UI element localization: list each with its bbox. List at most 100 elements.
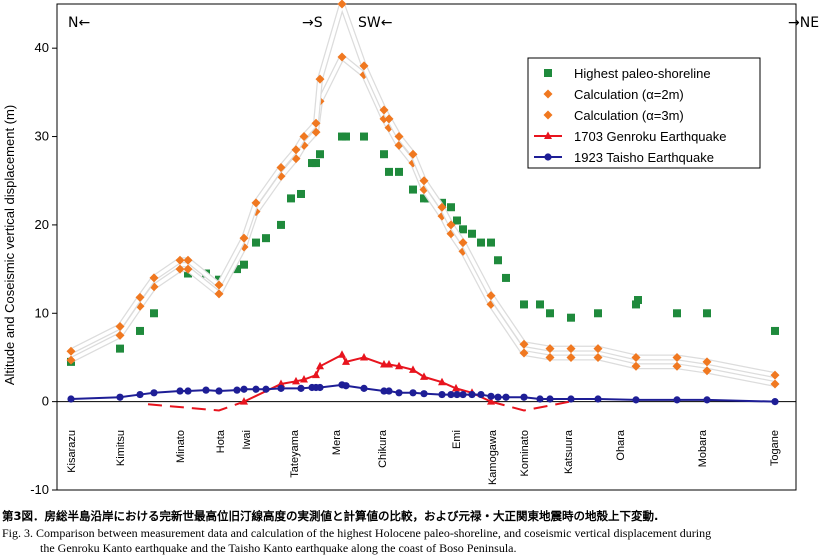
data-point	[337, 52, 347, 62]
data-point	[452, 383, 460, 392]
plot-border	[56, 3, 797, 491]
data-point	[673, 309, 681, 318]
data-point	[702, 366, 712, 376]
location-label: Emi	[451, 430, 463, 449]
data-point	[771, 326, 779, 335]
location-label: Ohara	[615, 429, 627, 460]
data-point	[252, 385, 260, 393]
data-point	[299, 132, 309, 142]
data-point	[593, 344, 603, 354]
data-point	[771, 398, 779, 406]
data-point	[672, 352, 682, 362]
data-point	[116, 393, 124, 401]
data-point	[337, 0, 347, 9]
data-point	[395, 361, 403, 370]
location-labels: Kisarazu Kimitsu Minato Hota Iwai Tateyama Mer…	[66, 429, 781, 485]
data-point	[632, 396, 640, 404]
legend-item: 1923 Taisho Earthquake	[534, 150, 714, 165]
data-point	[545, 352, 555, 362]
data-point	[770, 370, 780, 380]
data-point	[477, 238, 485, 247]
series-layer	[66, 0, 780, 412]
data-point	[360, 352, 368, 361]
data-point	[262, 385, 270, 393]
data-point	[632, 300, 640, 309]
data-point	[394, 132, 404, 142]
data-point	[175, 255, 185, 265]
data-point	[593, 352, 603, 362]
data-point	[380, 150, 388, 159]
data-point	[673, 396, 681, 404]
location-label: Kominato	[519, 430, 531, 476]
data-point	[136, 326, 144, 335]
location-label: Kamogawa	[487, 429, 499, 485]
data-point	[379, 105, 389, 115]
data-point	[149, 273, 159, 283]
data-point	[408, 149, 418, 159]
y-axis: -10 0 10 20 30 40	[30, 40, 57, 497]
data-point	[543, 89, 553, 99]
location-label: Mera	[331, 429, 343, 455]
data-point	[150, 389, 158, 397]
data-point	[486, 291, 496, 301]
data-point	[312, 159, 320, 168]
series-3	[147, 350, 571, 412]
caption-english-line2: the Genroku Kanto earthquake and the Tai…	[40, 541, 517, 555]
data-point	[233, 265, 241, 274]
data-point	[384, 114, 394, 124]
data-point	[251, 198, 261, 208]
data-point	[594, 309, 602, 318]
data-point	[672, 361, 682, 371]
data-point	[520, 393, 528, 401]
data-point	[631, 352, 641, 362]
data-point	[487, 238, 495, 247]
data-point	[359, 61, 369, 71]
data-point	[536, 300, 544, 309]
data-point	[546, 309, 554, 318]
data-point	[360, 384, 368, 392]
data-point	[239, 233, 249, 243]
data-point	[487, 397, 495, 405]
data-point	[409, 389, 417, 397]
series-dashed-line	[147, 400, 245, 412]
data-point	[409, 365, 417, 373]
data-point	[631, 361, 641, 371]
data-point	[116, 344, 124, 353]
data-point	[703, 309, 711, 318]
data-point	[136, 390, 144, 399]
data-point	[297, 384, 305, 392]
data-point	[240, 260, 248, 269]
location-label: Kimitsu	[115, 430, 127, 466]
chart: -10 0 10 20 30 40 Altitude and Coseismic vert…	[2, 0, 819, 497]
caption-english-line1: Fig. 3. Comparison between measurement d…	[2, 526, 712, 540]
data-point	[300, 375, 308, 383]
data-point	[67, 395, 75, 403]
direction-label: N←	[68, 15, 90, 31]
data-point	[536, 395, 544, 403]
data-point	[183, 255, 193, 265]
direction-label: →NE	[788, 15, 819, 31]
data-point	[291, 145, 301, 155]
data-point	[66, 355, 76, 365]
y-tick-label: 30	[35, 129, 49, 144]
data-point	[770, 379, 780, 389]
data-point	[66, 346, 76, 356]
data-point	[276, 162, 286, 172]
data-point	[297, 189, 305, 198]
data-point	[453, 216, 461, 225]
data-point	[150, 309, 158, 318]
data-point	[520, 300, 528, 309]
data-point	[447, 390, 455, 399]
data-point	[477, 390, 485, 399]
data-point	[519, 339, 529, 349]
legend-item: Highest paleo-shoreline	[544, 66, 711, 81]
data-point	[316, 383, 324, 392]
location-label: Hota	[215, 429, 227, 453]
y-tick-label: 20	[35, 217, 49, 232]
legend-label: Highest paleo-shoreline	[574, 66, 711, 81]
data-point	[420, 372, 428, 380]
data-point	[115, 322, 125, 332]
series-4	[67, 381, 779, 406]
data-point	[240, 397, 248, 405]
data-point	[252, 238, 260, 247]
